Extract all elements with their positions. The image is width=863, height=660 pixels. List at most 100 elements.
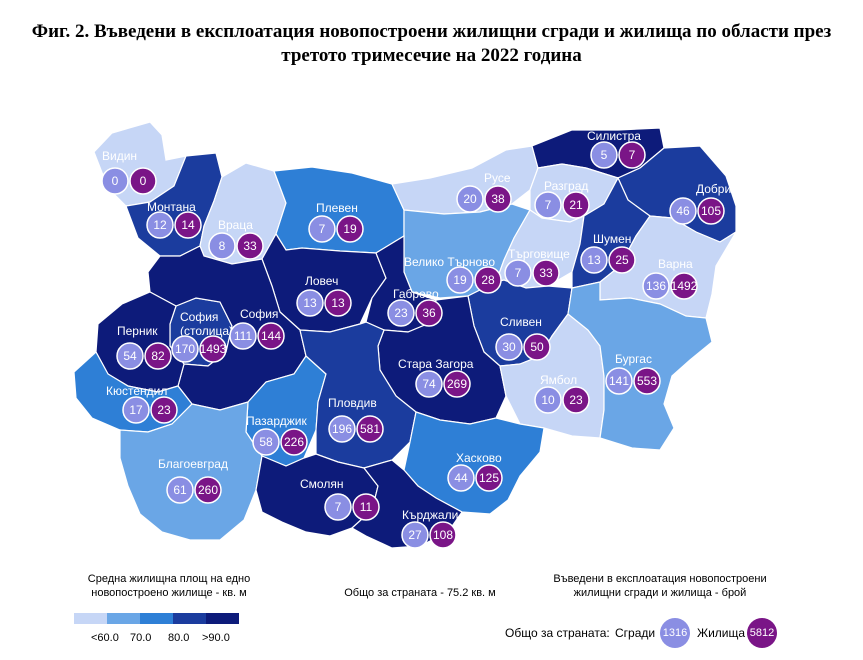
buildings-value-veliko-tarnovo: 19 [453, 273, 467, 287]
buildings-total-circle: 1316 [660, 618, 690, 648]
region-label-targovishte: Търговище [508, 247, 570, 261]
buildings-value-dobrich: 46 [676, 204, 690, 218]
dwellings-circle-smolyan [352, 493, 380, 521]
buildings-circle-vratsa [208, 232, 236, 260]
buildings-value-stara-zagora: 74 [422, 377, 436, 391]
region-label-pernik: Перник [117, 324, 158, 338]
dwellings-circle-targovishte [532, 259, 560, 287]
buildings-value-sliven: 30 [502, 340, 516, 354]
buildings-value-sofia-city: 170 [175, 342, 195, 356]
buildings-circle-silistra [590, 141, 618, 169]
dwellings-circle-sofia [257, 322, 285, 350]
buildings-value-ruse: 20 [463, 192, 477, 206]
buildings-label: Сгради [615, 626, 656, 640]
dwellings-circle-burgas [633, 367, 661, 395]
buildings-value-pernik: 54 [123, 349, 137, 363]
buildings-circle-dobrich [669, 197, 697, 225]
dwellings-circle-ruse [484, 185, 512, 213]
region-label-sofia-city-line2: (столица) [180, 324, 233, 338]
dwellings-value-stara-zagora: 269 [447, 377, 467, 391]
buildings-value-pleven: 7 [319, 222, 326, 236]
dwellings-value-pernik: 82 [151, 349, 165, 363]
dwellings-circle-stara-zagora [443, 370, 471, 398]
dwellings-value-gabrovo: 36 [422, 306, 436, 320]
buildings-value-pazardzhik: 58 [259, 435, 273, 449]
dwellings-value-sofia: 144 [261, 329, 281, 343]
dwellings-value-burgas: 553 [637, 374, 657, 388]
legend-swatch-3 [140, 613, 173, 624]
buildings-value-smolyan: 7 [335, 500, 342, 514]
dwellings-circle-montana [174, 211, 202, 239]
dwellings-circle-pazardzhik [280, 428, 308, 456]
dwellings-value-razgrad: 21 [569, 198, 583, 212]
dwellings-value-kyustendil: 23 [157, 403, 171, 417]
legend-title-line1: Средна жилищна площ на едно [87, 573, 251, 585]
legend-tick-4: >90.0 [202, 632, 230, 644]
dwellings-value-varna: 1492 [671, 279, 698, 293]
buildings-circle-burgas [605, 367, 633, 395]
region-label-ruse: Русе [484, 171, 511, 185]
buildings-circle-shumen [580, 246, 608, 274]
region-label-shumen: Шумен [593, 232, 631, 246]
legend-tick-3: 80.0 [168, 632, 190, 644]
dwellings-circle-lovech [324, 289, 352, 317]
legend-tick-1: <60.0 [91, 632, 119, 644]
buildings-value-montana: 12 [153, 218, 167, 232]
dwellings-circle-yambol [562, 386, 590, 414]
buildings-circle-pleven [308, 215, 336, 243]
dwellings-value-silistra: 7 [629, 148, 636, 162]
dwellings-circle-haskovo [475, 464, 503, 492]
buildings-value-kardzhali: 27 [408, 528, 422, 542]
region-label-vratsa: Враца [218, 218, 253, 232]
dwellings-circle-razgrad [562, 191, 590, 219]
region-label-veliko-tarnovo: Велико Търново [404, 255, 495, 269]
dwellings-value-haskovo: 125 [479, 471, 499, 485]
buildings-value-vidin: 0 [112, 174, 119, 188]
dwellings-value-vratsa: 33 [243, 239, 257, 253]
dwellings-circle-pleven [336, 215, 364, 243]
buildings-circle-blagoevgrad [166, 476, 194, 504]
totals-label: Общо за страната: [505, 626, 610, 640]
dwellings-value-sofia-city: 1493 [200, 342, 227, 356]
buildings-value-gabrovo: 23 [394, 306, 408, 320]
buildings-circle-vidin [101, 167, 129, 195]
region-label-vidin: Видин [102, 149, 137, 163]
region-label-pleven: Плевен [316, 201, 358, 215]
region-label-varna: Варна [658, 257, 693, 271]
dwellings-value-pazardzhik: 226 [284, 435, 304, 449]
region-label-gabrovo: Габрово [393, 287, 439, 301]
region-label-dobrich: Добрич [696, 182, 737, 196]
dwellings-value-dobrich: 105 [701, 204, 721, 218]
buildings-circle-gabrovo [387, 299, 415, 327]
buildings-circle-sofia-city [171, 335, 199, 363]
buildings-circle-sliven [495, 333, 523, 361]
buildings-circle-targovishte [504, 259, 532, 287]
dwellings-circle-vidin [129, 167, 157, 195]
dwellings-value-targovishte: 33 [539, 266, 553, 280]
legend-tick-2: 70.0 [130, 632, 152, 644]
dwellings-circle-varna [670, 272, 698, 300]
buildings-value-plovdiv: 196 [332, 422, 352, 436]
region-label-pazardzhik: Пазарджик [246, 414, 307, 428]
dwellings-value-smolyan: 11 [360, 500, 373, 514]
buildings-circle-ruse [456, 185, 484, 213]
dwellings-circle-dobrich [697, 197, 725, 225]
region-label-sliven: Сливен [500, 315, 542, 329]
buildings-circle-montana [146, 211, 174, 239]
dwellings-circle-vratsa [236, 232, 264, 260]
buildings-value-vratsa: 8 [219, 239, 226, 253]
region-label-kyustendil: Кюстендил [106, 384, 167, 398]
buildings-value-razgrad: 7 [545, 198, 552, 212]
dwellings-value-yambol: 23 [569, 393, 583, 407]
dwellings-value-sliven: 50 [530, 340, 544, 354]
region-label-montana: Монтана [147, 200, 196, 214]
region-label-razgrad: Разград [544, 179, 588, 193]
region-label-stara-zagora: Стара Загора [398, 357, 474, 371]
legend-swatch-5 [206, 613, 239, 624]
region-label-blagoevgrad: Благоевград [158, 457, 228, 471]
dwellings-circle-kyustendil [150, 396, 178, 424]
dwellings-circle-blagoevgrad [194, 476, 222, 504]
buildings-circle-stara-zagora [415, 370, 443, 398]
